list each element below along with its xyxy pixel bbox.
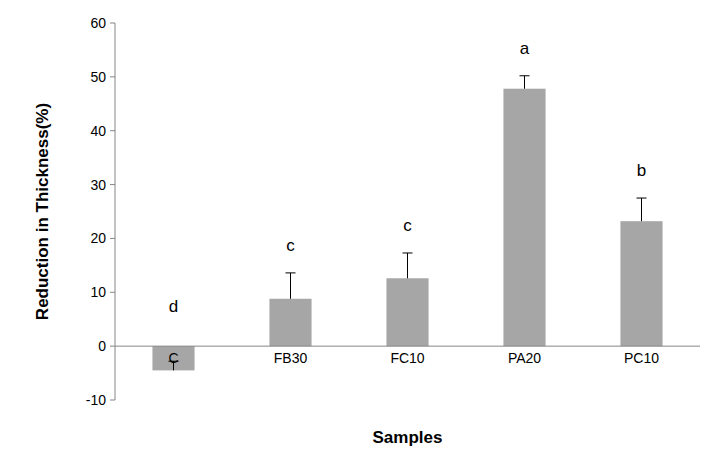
y-tick-label: 30: [90, 177, 106, 193]
y-tick: [110, 130, 115, 131]
y-tick: [110, 76, 115, 77]
bar: [503, 89, 545, 346]
x-axis-line: [115, 346, 700, 347]
significance-letter: d: [169, 297, 178, 316]
x-tick-label: FB30: [274, 350, 308, 366]
y-tick: [110, 238, 115, 239]
x-tick-label: C: [168, 350, 178, 366]
y-tick: [110, 23, 115, 24]
bar: [386, 278, 428, 346]
error-bar: [286, 273, 296, 299]
bars: [152, 76, 662, 371]
y-tick-label: 0: [98, 338, 106, 354]
y-tick: [110, 346, 115, 347]
y-tick-label: 60: [90, 15, 106, 31]
y-tick: [110, 292, 115, 293]
y-tick-label: -10: [86, 392, 106, 408]
bar: [152, 346, 194, 370]
x-tick-label: PC10: [624, 350, 659, 366]
bar: [269, 299, 311, 346]
y-tick: [110, 184, 115, 185]
y-tick-label: 10: [90, 284, 106, 300]
y-tick: [110, 400, 115, 401]
x-axis-title: Samples: [373, 428, 443, 447]
significance-letter: c: [403, 216, 412, 235]
bar: [620, 221, 662, 346]
error-bar: [403, 253, 413, 278]
error-bar: [520, 76, 530, 89]
significance-letter: b: [637, 161, 646, 180]
significance-letter: c: [286, 236, 295, 255]
y-axis-title: Reduction in Thickness(%): [33, 103, 52, 320]
error-bar: [637, 198, 647, 221]
significance-letter: a: [520, 39, 530, 58]
chart: -10 0 10 20 30 40 50 60 C FB30 FC10 PA20 PC10 d c c a b Sa…: [0, 0, 713, 471]
y-tick-label: 40: [90, 123, 106, 139]
y-tick-label: 50: [90, 69, 106, 85]
y-tick-label: 20: [90, 230, 106, 246]
x-tick-label: PA20: [508, 350, 541, 366]
x-tick-label: FC10: [390, 350, 424, 366]
y-axis-line: [115, 23, 116, 400]
